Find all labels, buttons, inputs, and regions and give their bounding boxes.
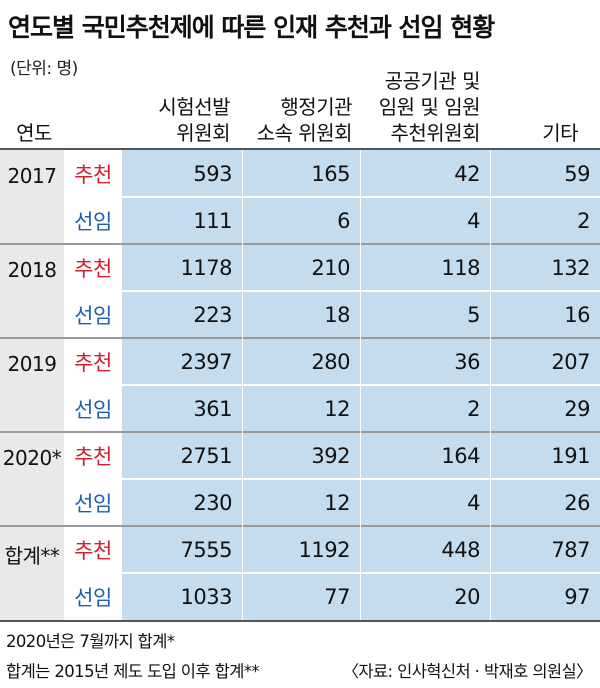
table-cell: 77: [242, 573, 360, 620]
table-cell: 2: [490, 197, 600, 244]
year-divider: [0, 337, 600, 339]
table-cell: 42: [360, 150, 490, 197]
table-cell: 5: [360, 291, 490, 338]
table-cell: 280: [242, 338, 360, 385]
table-cell: 12: [242, 385, 360, 432]
kind-appoint-label: 선임: [64, 385, 122, 432]
header-col3: 공공기관 및 임원 및 임원 추천위원회: [360, 60, 490, 150]
table-cell: 165: [242, 150, 360, 197]
year-cell: 2017: [0, 150, 64, 244]
table-cell: 29: [490, 385, 600, 432]
row-divider: [64, 572, 600, 574]
year-divider: [0, 431, 600, 433]
year-cell: 2020*: [0, 432, 64, 526]
year-cell: 2019: [0, 338, 64, 432]
table-cell: 132: [490, 244, 600, 291]
table-cell: 26: [490, 479, 600, 526]
table-cell: 210: [242, 244, 360, 291]
header-year-label: 연도: [16, 121, 52, 145]
header-col4-line1: 기타: [542, 121, 578, 145]
table-cell: 164: [360, 432, 490, 479]
column-divider: [490, 150, 491, 620]
table-cell: 18: [242, 291, 360, 338]
table-cell: 2: [360, 385, 490, 432]
header-col2-line2: 소속 위원회: [256, 121, 353, 145]
header-col3-line1: 공공기관 및: [384, 69, 481, 93]
table-cell: 4: [360, 197, 490, 244]
kind-appoint-label: 선임: [64, 479, 122, 526]
table-cell: 230: [122, 479, 242, 526]
header-col4: 기타: [490, 60, 600, 150]
row-divider: [64, 478, 600, 480]
table-top-rule: [0, 148, 600, 150]
header-col2-line1: 행정기관: [280, 95, 352, 119]
header-col1: 시험선발 위원회: [122, 60, 240, 150]
table-cell: 59: [490, 150, 600, 197]
kind-appoint-label: 선임: [64, 291, 122, 338]
table-cell: 1192: [242, 526, 360, 573]
table-cell: 4: [360, 479, 490, 526]
footnote-2020: 2020년은 7월까지 합계*: [6, 632, 175, 651]
source-credit: 〈자료: 인사혁신처 · 박재호 의원실〉: [342, 662, 592, 681]
table-cell: 448: [360, 526, 490, 573]
row-divider: [64, 290, 600, 292]
table-cell: 2397: [122, 338, 242, 385]
table-cell: 118: [360, 244, 490, 291]
footnote-total: 합계는 2015년 제도 도입 이후 합계**: [6, 662, 260, 681]
table-title: 연도별 국민추천제에 따른 인재 추천과 선임 현황: [8, 13, 495, 42]
table-bottom-rule: [0, 620, 600, 622]
year-cell: 합계**: [0, 526, 64, 620]
header-col3-line2: 임원 및 임원: [378, 95, 481, 119]
table-cell: 36: [360, 338, 490, 385]
header-col3-line3: 추천위원회: [390, 121, 481, 145]
row-divider: [64, 196, 600, 198]
kind-appoint-label: 선임: [64, 573, 122, 620]
year-cell: 2018: [0, 244, 64, 338]
year-divider: [0, 525, 600, 527]
table-cell: 392: [242, 432, 360, 479]
column-divider: [242, 150, 243, 620]
table-cell: 97: [490, 573, 600, 620]
table-cell: 191: [490, 432, 600, 479]
table-cell: 361: [122, 385, 242, 432]
table-cell: 207: [490, 338, 600, 385]
header-col2: 행정기관 소속 위원회: [242, 60, 360, 150]
table-cell: 20: [360, 573, 490, 620]
table-cell: 1178: [122, 244, 242, 291]
table-cell: 6: [242, 197, 360, 244]
header-year: 연도: [4, 60, 64, 150]
header-col1-line1: 시험선발: [158, 95, 230, 119]
table-cell: 593: [122, 150, 242, 197]
table-cell: 12: [242, 479, 360, 526]
year-divider: [0, 243, 600, 245]
table-cell: 7555: [122, 526, 242, 573]
row-divider: [64, 384, 600, 386]
kind-recommend-label: 추천: [64, 432, 122, 479]
table-cell: 2751: [122, 432, 242, 479]
header-col1-line2: 위원회: [176, 121, 230, 145]
kind-recommend-label: 추천: [64, 150, 122, 197]
table-cell: 111: [122, 197, 242, 244]
kind-recommend-label: 추천: [64, 244, 122, 291]
table-cell: 1033: [122, 573, 242, 620]
column-divider: [360, 150, 361, 620]
unit-label: (단위: 명): [10, 59, 78, 79]
table-cell: 223: [122, 291, 242, 338]
table-cell: 787: [490, 526, 600, 573]
kind-appoint-label: 선임: [64, 197, 122, 244]
kind-recommend-label: 추천: [64, 338, 122, 385]
table-cell: 16: [490, 291, 600, 338]
kind-recommend-label: 추천: [64, 526, 122, 573]
